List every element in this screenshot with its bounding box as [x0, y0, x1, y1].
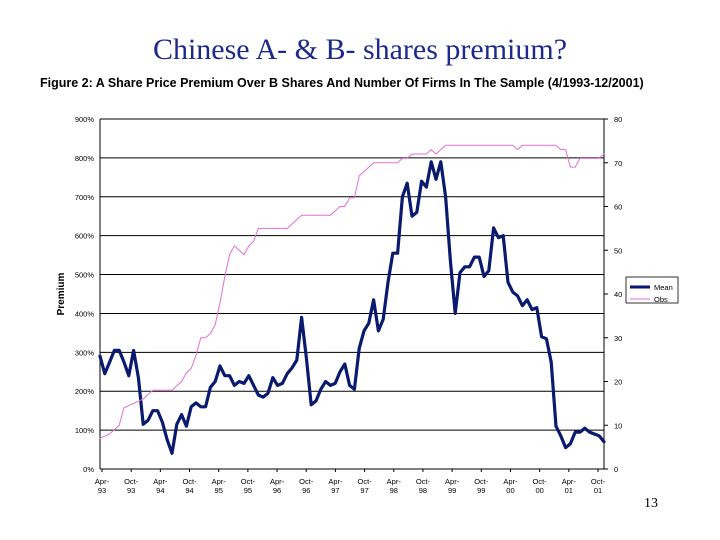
- gridlines: [100, 118, 604, 470]
- y2-tick-label: 50: [614, 246, 622, 255]
- y-tick-label: 500%: [75, 271, 95, 280]
- y2-tick-label: 20: [614, 378, 622, 387]
- x-tick-label: Oct-95: [241, 477, 256, 495]
- x-tick-label: Oct-98: [416, 477, 431, 495]
- series-line-mean: [98, 160, 606, 455]
- legend-label-obs: Obs: [654, 295, 668, 304]
- x-tick-label: Oct-01: [591, 477, 606, 495]
- x-tick-label: Oct-97: [358, 477, 373, 495]
- y-tick-label: 400%: [75, 309, 95, 318]
- x-tick-label: Oct-00: [533, 477, 548, 495]
- legend: Mean Obs: [625, 276, 679, 304]
- y2-tick-label: 0: [614, 465, 618, 474]
- x-tick-label: Apr-95: [212, 477, 227, 495]
- slide-title: Chinese A- & B- shares premium?: [152, 33, 568, 66]
- axes: 0% 100% 200% 300% 400% 500% 600% 700% 800% 900% 0 1…: [75, 115, 623, 495]
- y2-tick-label: 30: [614, 334, 622, 343]
- legend-label-mean: Mean: [654, 283, 673, 292]
- y-tick-label: 300%: [75, 348, 95, 357]
- y2-tick-label: 40: [614, 290, 622, 299]
- x-tick-label: Oct-94: [182, 477, 197, 495]
- series-layer: [98, 144, 606, 455]
- x-tick-label: Oct-99: [474, 477, 489, 495]
- x-tick-label: Oct-93: [124, 477, 139, 495]
- y-tick-label: 600%: [75, 232, 95, 241]
- x-tick-label: Apr-94: [153, 477, 168, 495]
- y2-tick-label: 10: [614, 421, 622, 430]
- y-tick-label: 100%: [75, 426, 95, 435]
- y-tick-label: 900%: [75, 115, 95, 124]
- y-tick-label: 200%: [75, 387, 95, 396]
- y2-tick-label: 70: [614, 159, 622, 168]
- x-tick-label: Apr-01: [562, 477, 577, 495]
- y2-tick-label: 80: [614, 115, 622, 124]
- y-axis-label: Premium: [56, 272, 67, 315]
- x-tick-label: Apr-96: [270, 477, 285, 495]
- x-tick-label: Oct-96: [299, 477, 314, 495]
- x-tick-label: Apr-93: [95, 477, 110, 495]
- y2-tick-label: 60: [614, 203, 622, 212]
- x-tick-label: Apr-97: [328, 477, 343, 495]
- y-tick-label: 700%: [75, 193, 95, 202]
- page-number: 13: [644, 496, 658, 511]
- figure-title: Figure 2: A Share Price Premium Over B S…: [40, 76, 644, 90]
- x-tick-label: Apr-99: [445, 477, 460, 495]
- x-tick-label: Apr-00: [503, 477, 518, 495]
- y-tick-label: 800%: [75, 154, 95, 163]
- series-line-obs: [99, 144, 605, 439]
- x-tick-label: Apr-98: [387, 477, 402, 495]
- y-tick-label: 0%: [83, 465, 94, 474]
